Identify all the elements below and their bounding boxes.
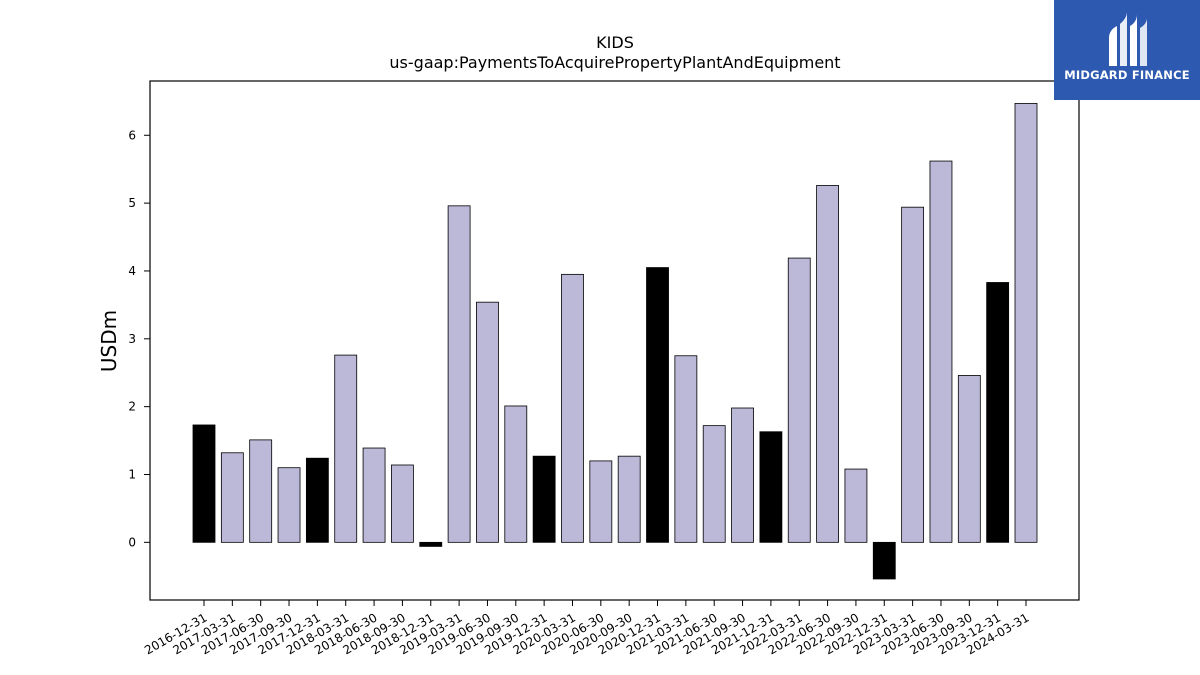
- bar-2021-03-31: [674, 355, 698, 543]
- bar-2019-12-31: [532, 455, 556, 543]
- bar-2021-06-30: [702, 425, 726, 543]
- bar-2017-03-31: [220, 452, 244, 543]
- y-axis-label: USDm: [97, 310, 121, 372]
- bar-2020-03-31: [561, 273, 584, 543]
- midgard-finance-logo: MIDGARD FINANCE: [1054, 0, 1200, 100]
- bar-2022-12-31: [872, 541, 896, 580]
- bar-2019-06-30: [476, 301, 499, 543]
- bar-2016-12-31: [192, 424, 216, 543]
- chart-subtitle: us-gaap:PaymentsToAcquirePropertyPlantAn…: [389, 53, 840, 72]
- bar-2022-06-30: [816, 185, 839, 543]
- bar-2022-03-31: [787, 257, 811, 543]
- y-axis-ticks: 0 1 2 3 4 5 6: [128, 128, 150, 549]
- bar-2024-03-31: [1014, 102, 1038, 543]
- chart-title: KIDS: [596, 33, 634, 52]
- bar-2020-06-30: [589, 460, 613, 543]
- bar-2023-12-31: [986, 282, 1010, 543]
- bar-2017-12-31: [305, 457, 329, 543]
- bar-2018-03-31: [334, 354, 358, 543]
- y-tick-label: 4: [128, 264, 136, 278]
- bar-2020-09-30: [617, 455, 641, 543]
- bar-2017-09-30: [277, 467, 301, 543]
- y-tick-label: 2: [128, 400, 136, 414]
- bar-2018-12-31: [419, 541, 443, 547]
- y-tick-label: 6: [128, 128, 136, 142]
- x-axis-ticks: 2016-12-312017-03-312017-06-302017-09-30…: [142, 600, 1032, 657]
- bar-2022-09-30: [844, 468, 868, 543]
- y-tick-label: 0: [128, 535, 136, 549]
- bar-2023-06-30: [929, 160, 953, 543]
- bars-group: [192, 102, 1038, 580]
- logo-mark-icon: [1109, 12, 1147, 66]
- bar-2023-03-31: [901, 206, 925, 543]
- bar-2021-12-31: [759, 431, 783, 543]
- bar-2023-09-30: [957, 375, 981, 543]
- bar-2019-03-31: [447, 205, 471, 543]
- bar-2018-06-30: [362, 447, 386, 543]
- logo-text: MIDGARD FINANCE: [1064, 68, 1190, 82]
- bar-2017-06-30: [249, 439, 273, 543]
- y-tick-label: 1: [128, 467, 136, 481]
- plot-frame: [149, 80, 1080, 601]
- bar-2019-09-30: [504, 405, 528, 543]
- y-tick-label: 3: [128, 332, 136, 346]
- y-tick-label: 5: [128, 196, 136, 210]
- bar-2020-12-31: [646, 267, 669, 543]
- bar-2021-09-30: [731, 407, 754, 543]
- bar-2018-09-30: [391, 464, 414, 543]
